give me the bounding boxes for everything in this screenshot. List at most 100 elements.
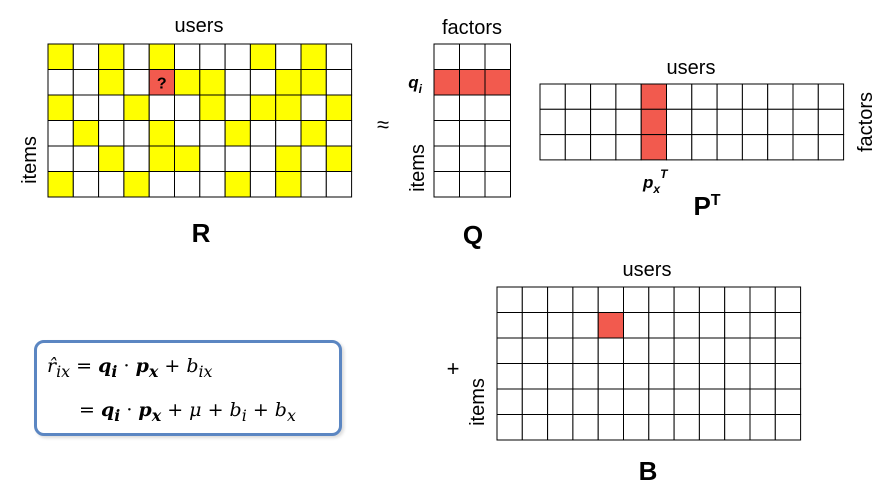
matrix-R-cell xyxy=(224,43,251,70)
matrix-B-cell xyxy=(572,388,599,415)
matrix-PT-cell xyxy=(767,83,794,110)
matrix-R-cell xyxy=(148,145,175,172)
matrix-PT-cell xyxy=(640,108,668,136)
matrix-PT-cell xyxy=(792,83,819,110)
matrix-PT-cell xyxy=(741,108,769,136)
matrix-R-cell xyxy=(148,171,175,198)
matrix-R-cell xyxy=(275,120,302,147)
matrix-B-cell xyxy=(774,388,802,415)
matrix-B-cell xyxy=(648,363,675,390)
matrix-Q-cell xyxy=(484,171,511,198)
matrix-R-cell xyxy=(224,171,251,198)
matrix-PT-title: PT xyxy=(693,191,720,221)
matrix-R-cell xyxy=(174,94,201,121)
matrix-R-cell xyxy=(300,94,327,121)
matrix-R-cell xyxy=(249,145,277,172)
matrix-R-cell xyxy=(224,145,251,172)
matrix-B-cell xyxy=(774,312,802,339)
matrix-R-cell xyxy=(98,145,125,172)
matrix-R-cell xyxy=(123,69,150,96)
matrix-B-title: B xyxy=(639,456,658,486)
matrix-B-cell xyxy=(648,337,675,364)
matrix-B-cell xyxy=(496,286,523,313)
matrix-B-cell xyxy=(521,337,549,364)
matrix-Q-cell xyxy=(459,94,486,121)
matrix-B-cell xyxy=(547,363,574,390)
matrix-PT-cell xyxy=(615,83,642,110)
matrix-PT-cell xyxy=(590,108,617,136)
matrix-Q-cell xyxy=(459,120,486,147)
matrix-PT-cell xyxy=(590,134,617,161)
matrix-R-cell xyxy=(148,94,175,121)
matrix-R-cell xyxy=(199,145,226,172)
matrix-B-cell xyxy=(648,388,675,415)
matrix-Q-cell xyxy=(459,43,486,70)
matrix-B-cell xyxy=(724,286,751,313)
matrix-R-cell xyxy=(275,94,302,121)
matrix-B-cell xyxy=(724,363,751,390)
matrix-R-cell xyxy=(199,94,226,121)
matrix-Q-cell xyxy=(484,145,511,172)
matrix-PT-cell xyxy=(539,108,566,136)
matrix-R-cell xyxy=(98,43,125,70)
matrix-PT-cell xyxy=(539,134,566,161)
matrix-B-cell xyxy=(698,388,726,415)
matrix-Q-cell xyxy=(484,120,511,147)
matrix-R-cell xyxy=(98,94,125,121)
matrix-B-cell xyxy=(749,286,776,313)
matrix-B-cell xyxy=(673,286,700,313)
matrix-R-cell xyxy=(174,120,201,147)
matrix-B-cell xyxy=(673,337,700,364)
matrix-B-cell xyxy=(521,388,549,415)
matrix-R-cell xyxy=(47,69,74,96)
matrix-B-cell xyxy=(774,286,802,313)
matrix-R-users-label: users xyxy=(175,15,224,37)
matrix-Q-cell xyxy=(433,171,460,198)
matrix-B-cell xyxy=(724,388,751,415)
matrix-B-cell xyxy=(623,286,650,313)
matrix-R-cell xyxy=(249,69,277,96)
matrix-Q-cell xyxy=(484,94,511,121)
matrix-R-cell xyxy=(72,43,100,70)
matrix-R-cell xyxy=(249,43,277,70)
matrix-B-cell xyxy=(774,363,802,390)
matrix-B-grid xyxy=(496,286,802,441)
matrix-R-cell xyxy=(47,43,74,70)
matrix-Q-cell xyxy=(433,145,460,172)
matrix-B-cell xyxy=(496,363,523,390)
matrix-Q-cell xyxy=(459,171,486,198)
matrix-B-cell xyxy=(597,337,625,364)
matrix-R-cell xyxy=(174,43,201,70)
matrix-PT-cell xyxy=(590,83,617,110)
matrix-Q-factors-label: factors xyxy=(442,17,502,39)
matrix-Q-grid xyxy=(433,43,511,198)
matrix-B-cell xyxy=(673,414,700,441)
matrix-PT-cell xyxy=(691,83,718,110)
matrix-B-cell xyxy=(623,388,650,415)
matrix-B-cell xyxy=(673,363,700,390)
matrix-B-cell xyxy=(749,312,776,339)
matrix-B-cell xyxy=(597,414,625,441)
matrix-PT-factors-label: factors xyxy=(855,92,877,152)
matrix-Q-cell xyxy=(433,69,460,96)
matrix-PT-cell xyxy=(564,83,592,110)
matrix-R-cell xyxy=(249,120,277,147)
matrix-Q-cell xyxy=(459,69,486,96)
matrix-B-cell xyxy=(749,414,776,441)
matrix-PT-cell xyxy=(741,134,769,161)
matrix-B-cell xyxy=(673,388,700,415)
r-hat: r̂ xyxy=(47,355,57,377)
matrix-B-cell xyxy=(572,363,599,390)
matrix-B-cell xyxy=(547,388,574,415)
matrix-R-cell xyxy=(325,69,353,96)
matrix-R-cell xyxy=(199,120,226,147)
matrix-PT-cell xyxy=(691,134,718,161)
matrix-PT-cell xyxy=(817,83,845,110)
matrix-Q-cell xyxy=(459,145,486,172)
matrix-R-title: R xyxy=(192,218,211,248)
matrix-R-cell xyxy=(224,94,251,121)
matrix-PT-cell xyxy=(767,134,794,161)
unknown-rating-mark: ? xyxy=(157,76,167,93)
matrix-B-cell xyxy=(496,414,523,441)
